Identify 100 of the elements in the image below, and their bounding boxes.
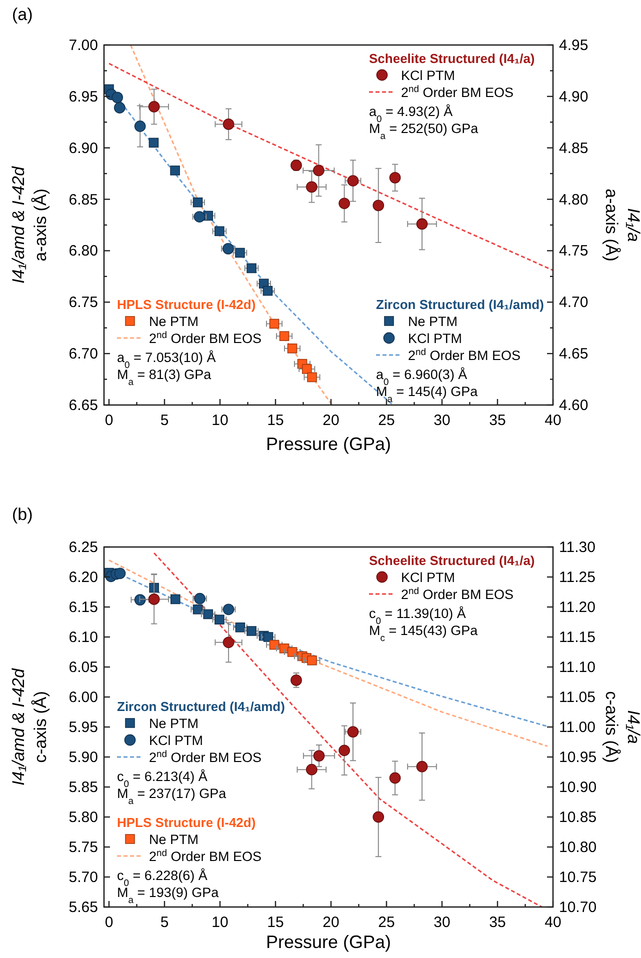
x-axis-title: Pressure (GPa)	[266, 434, 392, 454]
y-tick-label: 6.80	[68, 242, 98, 260]
legend-label: KCl PTM	[401, 68, 455, 83]
y2-tick-label: 4.85	[559, 140, 588, 157]
x-tick-label: 0	[104, 412, 114, 429]
point	[302, 364, 312, 374]
y2-tick-label: 11.30	[559, 539, 596, 556]
point	[290, 674, 302, 686]
point	[389, 772, 401, 784]
x-tick-label: 25	[378, 914, 395, 931]
y-tick-label: 6.65	[68, 397, 98, 414]
legend-label: 2$^{nd}$ Order BM EOS	[149, 748, 262, 765]
point	[246, 626, 256, 636]
y2-tick-label: 11.05	[559, 689, 596, 706]
y-tick-label: 7.00	[68, 37, 98, 54]
y2-tick-label: 4.70	[559, 294, 588, 312]
y-tick-label: 5.70	[68, 869, 98, 886]
point	[416, 218, 428, 230]
y-tick-label: 6.05	[68, 659, 98, 676]
y2-tick-label: 11.00	[559, 719, 596, 736]
y-tick-label: 6.70	[68, 346, 98, 363]
x-tick-label: 10	[212, 914, 228, 931]
point	[222, 604, 234, 616]
x-tick-label: 5	[160, 412, 169, 429]
y-axis-title: I4₁/amd & I-42d a-axis (Å)	[9, 166, 50, 284]
y2-tick-label: 10.90	[559, 779, 597, 796]
point	[372, 811, 384, 823]
y-axis-title: I4₁/amd & I-42d c-axis (Å)	[9, 668, 50, 786]
point	[148, 101, 160, 112]
y2-tick-label: 4.75	[559, 242, 588, 260]
x-tick-label: 40	[544, 412, 562, 429]
point	[313, 750, 325, 762]
point	[112, 92, 124, 104]
point	[306, 764, 318, 776]
y2-axis-title: c-axis (Å) I4₁/a	[602, 691, 641, 763]
point	[306, 181, 318, 193]
point	[347, 726, 359, 738]
x-axis-title: Pressure (GPa)	[266, 932, 392, 952]
annotation: HPLS Structure (I-42d)	[117, 297, 256, 312]
y2-tick-label: 4.65	[559, 346, 588, 363]
y-tick-label: 6.90	[68, 140, 98, 157]
point	[134, 120, 146, 132]
y-tick-label: 6.25	[68, 539, 98, 556]
y-tick-label: 6.20	[68, 569, 98, 586]
y2-tick-label: 10.80	[559, 839, 597, 856]
point	[312, 164, 324, 176]
point	[307, 372, 317, 382]
y-tick-label: 5.95	[68, 719, 98, 736]
annotation: Scheelite Structured (I4₁/a)	[369, 51, 535, 66]
legend-label: 2$^{nd}$ Order BM EOS	[149, 330, 262, 346]
point	[192, 604, 203, 614]
point	[287, 647, 298, 657]
point	[114, 102, 126, 114]
point	[214, 226, 224, 236]
point	[203, 609, 214, 620]
point	[170, 166, 180, 176]
point	[287, 344, 298, 354]
x-tick-label: 25	[378, 412, 395, 429]
x-tick-label: 35	[489, 412, 506, 429]
legend-label: Ne PTM	[408, 314, 458, 329]
x-tick-label: 35	[489, 914, 506, 931]
annotation: Zircon Structured (I4₁/amd)	[117, 699, 285, 714]
y-tick-label: 6.75	[68, 294, 98, 312]
annotation: HPLS Structure (I-42d)	[117, 815, 256, 830]
legend-label: KCl PTM	[408, 331, 462, 346]
legend-label: Ne PTM	[149, 716, 199, 731]
y-tick-label: 6.10	[68, 629, 98, 646]
y-tick-label: 5.65	[68, 899, 98, 916]
y-tick-label: 5.85	[68, 779, 98, 796]
point	[347, 175, 359, 186]
legend-label: KCl PTM	[149, 733, 203, 748]
x-tick-label: 30	[434, 914, 450, 931]
y-tick-label: 5.80	[68, 809, 98, 826]
y2-tick-label: 4.80	[559, 191, 588, 208]
y2-tick-label: 10.95	[559, 749, 597, 766]
x-tick-label: 5	[160, 914, 169, 931]
point	[269, 318, 280, 329]
legend-label: 2$^{nd}$ Order BM EOS	[408, 346, 521, 363]
annotation: Zircon Structured (I4₁/amd)	[376, 297, 544, 312]
point	[279, 331, 290, 341]
point	[222, 118, 234, 130]
point	[194, 211, 206, 222]
point	[235, 248, 245, 258]
x-tick-label: 10	[212, 412, 228, 429]
legend-label: 2$^{nd}$ Order BM EOS	[401, 586, 514, 602]
y2-tick-label: 10.70	[559, 899, 597, 916]
y2-tick-label: 11.10	[559, 659, 596, 676]
x-tick-label: 15	[267, 412, 284, 429]
y2-tick-label: 10.75	[559, 869, 597, 886]
legend-label: 2$^{nd}$ Order BM EOS	[149, 848, 262, 864]
y-tick-label: 5.90	[68, 749, 98, 766]
y-tick-label: 5.75	[68, 839, 98, 856]
y-tick-label: 6.85	[68, 191, 98, 208]
x-tick-label: 30	[434, 412, 450, 429]
legend-label: Ne PTM	[149, 314, 199, 329]
point	[194, 592, 206, 604]
point	[148, 138, 159, 148]
x-tick-label: 20	[322, 412, 340, 429]
y-tick-label: 6.15	[68, 599, 98, 616]
y2-tick-label: 4.60	[559, 397, 588, 414]
